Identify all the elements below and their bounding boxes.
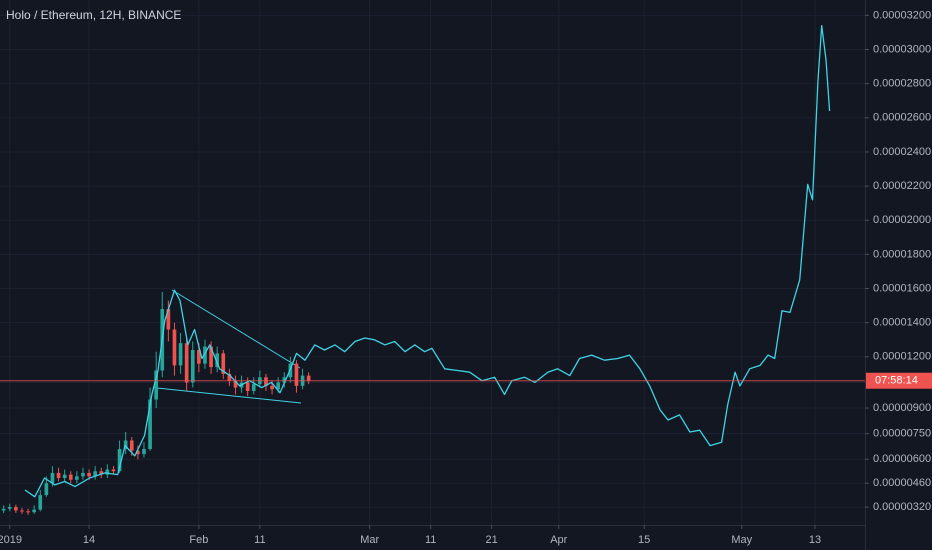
candle-body (166, 309, 171, 330)
candle-body (215, 353, 219, 368)
candle-body (197, 350, 201, 364)
overlay-line (24, 24, 831, 498)
y-tick-label: 0.00000750 (873, 428, 931, 440)
x-tick-label: 13 (809, 534, 821, 546)
x-tick-label: Feb (189, 534, 208, 546)
x-tick-label: 11 (254, 534, 265, 546)
candle-body (123, 440, 128, 450)
candle-body (270, 385, 274, 390)
y-tick-label: 0.00003200 (873, 9, 931, 21)
grid (0, 0, 865, 525)
candle-body (99, 471, 104, 475)
y-tick-label: 0.00000600 (873, 453, 931, 465)
y-tick-label: 0.00002800 (873, 78, 931, 90)
candle-body (276, 382, 280, 390)
chart-title: Holo / Ethereum, 12H, BINANCE (6, 8, 181, 22)
candle-body (93, 471, 97, 477)
x-tick-label: 15 (638, 534, 650, 546)
x-tick-label: 11 (425, 534, 436, 546)
candle-body (117, 449, 122, 472)
candle-body (251, 384, 256, 391)
x-tick-label: 14 (83, 534, 95, 546)
y-tick-label: 0.00002000 (873, 214, 931, 226)
candle-body (245, 382, 250, 391)
candle-body (221, 353, 226, 374)
candle-body (87, 472, 91, 477)
y-tick-label: 0.00002400 (873, 146, 931, 158)
candle-body (294, 363, 299, 386)
candle-body (172, 329, 177, 366)
candle-body (190, 350, 195, 383)
candle-body (178, 343, 183, 366)
candle-body (203, 346, 207, 364)
y-tick-label: 0.00000460 (873, 477, 931, 489)
candle-body (38, 495, 43, 510)
candle-body (56, 472, 61, 479)
y-tick-label: 0.00002200 (873, 180, 931, 192)
candle-body (227, 373, 232, 381)
candle-body (209, 346, 213, 368)
candle-body (68, 474, 73, 480)
candle-body (26, 511, 30, 513)
candle-body (20, 510, 24, 512)
x-tick-label: Mar (360, 534, 379, 546)
x-tick-label: Apr (550, 534, 567, 546)
x-tick-label: May (731, 534, 752, 546)
candle-body (105, 469, 110, 475)
plot-area (0, 24, 865, 515)
candle-body (44, 483, 49, 496)
candle-body (75, 476, 79, 480)
candle-body (32, 509, 36, 513)
candle-body (306, 375, 311, 381)
y-tick-label: 0.00002600 (873, 112, 931, 124)
candle-body (136, 450, 140, 455)
x-tick-label: 2019 (0, 534, 22, 546)
y-tick-label: 0.00003000 (873, 43, 931, 55)
candle-body (111, 469, 116, 472)
trendline (171, 289, 301, 369)
candle-body (264, 377, 268, 386)
y-tick-label: 0.00001600 (873, 282, 931, 294)
last-price-box (866, 372, 932, 389)
candle-body (1, 508, 6, 511)
candle-body (142, 449, 146, 455)
axes: 0.00000320 0.00000460 0.00000600 0.00000750… (0, 9, 932, 546)
candle-body (7, 507, 12, 509)
candle-body (233, 380, 238, 388)
y-tick-label: 0.00001800 (873, 248, 931, 260)
candle-body (184, 343, 189, 383)
candle-body (282, 377, 287, 383)
candle-body (81, 472, 85, 477)
candle-body (154, 370, 158, 400)
candle-body (14, 507, 18, 511)
y-tick-label: 0.00000320 (873, 501, 931, 513)
y-tick-label: 0.00001400 (873, 317, 931, 329)
y-tick-label: 0.00001200 (873, 351, 931, 363)
y-tick-label: 0.00000900 (873, 402, 931, 414)
candle-body (129, 440, 134, 451)
x-tick-label: 21 (486, 534, 498, 546)
candle-body (50, 472, 55, 484)
trendline (156, 387, 302, 404)
candle-body (62, 474, 67, 479)
trend-drawings (156, 289, 302, 404)
candle-body (148, 399, 152, 450)
last-price-countdown: 07:58:14 (875, 375, 918, 387)
